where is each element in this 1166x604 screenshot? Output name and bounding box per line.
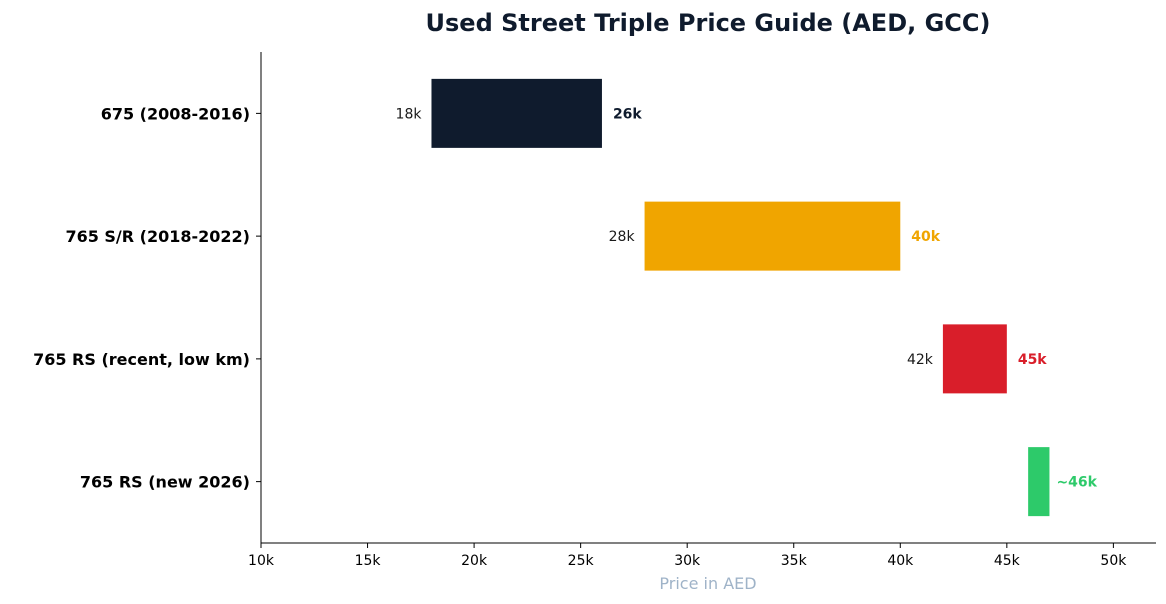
category-label: 765 S/R (2018-2022) xyxy=(65,227,250,246)
x-tick-label: 15k xyxy=(355,553,382,569)
x-tick-label: 20k xyxy=(461,553,488,569)
range-bar xyxy=(1028,447,1050,517)
range-low-label: 18k xyxy=(396,106,423,122)
chart-title: Used Street Triple Price Guide (AED, GCC… xyxy=(426,9,991,37)
x-tick-label: 45k xyxy=(994,553,1021,569)
plot-area: 10k 15k 20k 25k 30k 35k 40k 45k 50k 675 (2008-201… xyxy=(33,78,1127,569)
range-bar xyxy=(431,78,602,148)
x-tick-label: 35k xyxy=(781,553,808,569)
x-tick-label: 25k xyxy=(568,553,595,569)
range-high-label: ~46k xyxy=(1056,475,1097,491)
x-tick-label: 50k xyxy=(1100,553,1127,569)
range-bar xyxy=(644,201,901,271)
x-tick-label: 30k xyxy=(674,553,701,569)
x-axis-label: Price in AED xyxy=(659,574,756,593)
range-high-label: 45k xyxy=(1018,352,1047,368)
range-low-label: 28k xyxy=(609,229,636,245)
range-high-label: 40k xyxy=(911,229,940,245)
x-tick-label: 10k xyxy=(248,553,275,569)
category-label: 675 (2008-2016) xyxy=(101,104,250,123)
x-tick-label: 40k xyxy=(887,553,914,569)
category-label: 765 RS (new 2026) xyxy=(80,473,250,492)
range-bar xyxy=(942,324,1007,394)
range-high-label: 26k xyxy=(613,106,642,122)
category-label: 765 RS (recent, low km) xyxy=(33,350,250,369)
range-low-label: 42k xyxy=(907,352,934,368)
